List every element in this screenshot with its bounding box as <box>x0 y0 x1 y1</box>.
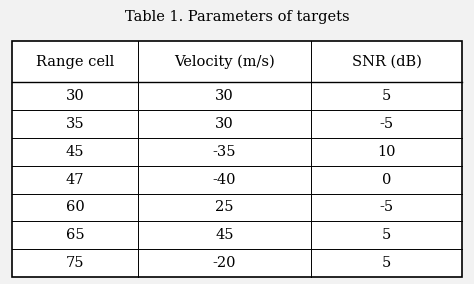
Text: Table 1. Parameters of targets: Table 1. Parameters of targets <box>125 10 349 24</box>
Text: -40: -40 <box>213 173 237 187</box>
Text: -5: -5 <box>380 201 394 214</box>
Text: 30: 30 <box>65 89 84 103</box>
Text: 25: 25 <box>215 201 234 214</box>
Text: 5: 5 <box>382 89 392 103</box>
Text: 75: 75 <box>65 256 84 270</box>
Text: -35: -35 <box>213 145 237 159</box>
Text: 60: 60 <box>65 201 84 214</box>
Text: 30: 30 <box>215 89 234 103</box>
Text: 45: 45 <box>65 145 84 159</box>
Text: 47: 47 <box>65 173 84 187</box>
Text: 65: 65 <box>65 228 84 242</box>
Text: 5: 5 <box>382 256 392 270</box>
Text: -5: -5 <box>380 117 394 131</box>
Text: 0: 0 <box>382 173 392 187</box>
Text: SNR (dB): SNR (dB) <box>352 55 422 69</box>
Bar <box>12 41 462 277</box>
Text: Range cell: Range cell <box>36 55 114 69</box>
Text: 10: 10 <box>377 145 396 159</box>
Text: 5: 5 <box>382 228 392 242</box>
Text: 35: 35 <box>65 117 84 131</box>
Text: 30: 30 <box>215 117 234 131</box>
Text: Velocity (m/s): Velocity (m/s) <box>174 55 275 69</box>
Text: 45: 45 <box>215 228 234 242</box>
Text: -20: -20 <box>213 256 237 270</box>
Bar <box>12 41 462 277</box>
